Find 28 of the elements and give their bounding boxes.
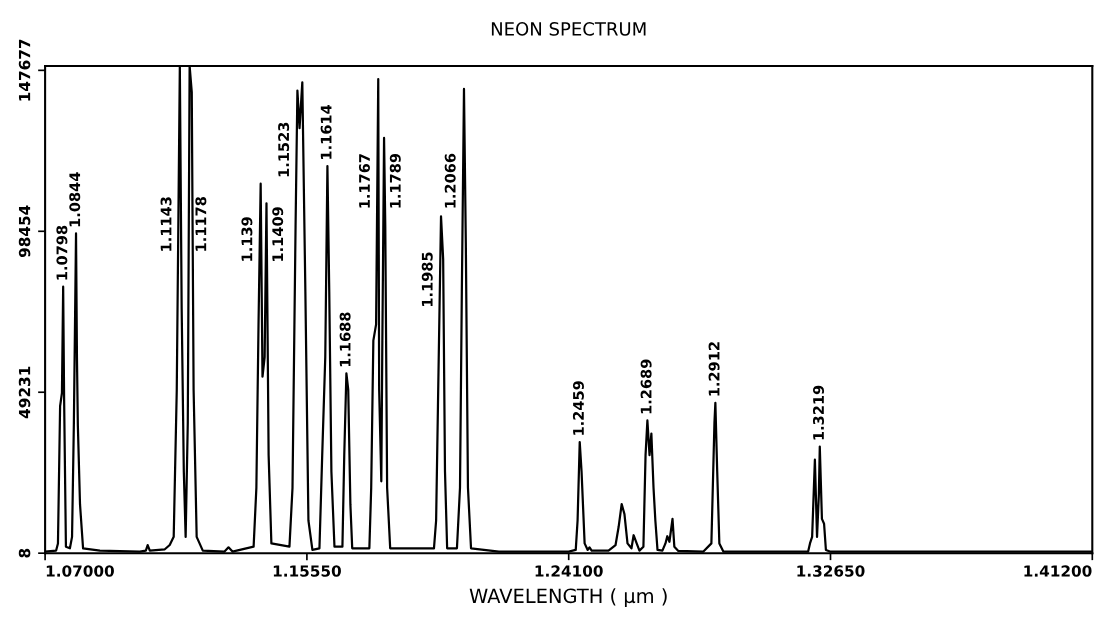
x-axis-title: WAVELENGTH ( μm ) <box>469 588 667 607</box>
annotation: 1.1767 <box>358 154 370 208</box>
annotation: 1.2689 <box>640 359 652 414</box>
annotation: 1.3219 <box>812 385 825 440</box>
annotation: 1.0798 <box>56 225 68 280</box>
y-tick-label: 49231 <box>18 366 31 419</box>
annotation: 1.1409 <box>272 207 284 261</box>
annotation: 1.1178 <box>195 197 207 251</box>
x-tick-label: 1.41200 <box>1024 565 1092 577</box>
annotation: 1.1985 <box>421 252 433 307</box>
chart-title: NEON SPECTRUM <box>491 22 646 36</box>
x-tick-label: 1.32650 <box>797 565 865 577</box>
y-tick-label: 8 <box>18 548 31 558</box>
annotation: 1.2912 <box>708 342 720 396</box>
annotation: 1.2459 <box>572 381 584 435</box>
annotation: 1.1614 <box>320 104 332 159</box>
annotation: 1.1523 <box>278 122 290 177</box>
annotation: 1.139 <box>241 217 253 261</box>
y-tick-label: 98454 <box>18 205 31 258</box>
annotation: 1.2066 <box>444 153 456 208</box>
y-tick-label: 147677 <box>18 39 31 101</box>
x-tick-label: 1.15550 <box>273 565 341 577</box>
annotation: 1.1143 <box>160 197 172 251</box>
annotation: 1.1789 <box>389 153 401 208</box>
x-tick-label: 1.07000 <box>46 565 114 577</box>
x-tick-label: 1.24100 <box>535 565 603 577</box>
annotation: 1.0844 <box>69 172 81 227</box>
annotation: 1.1688 <box>339 312 351 367</box>
